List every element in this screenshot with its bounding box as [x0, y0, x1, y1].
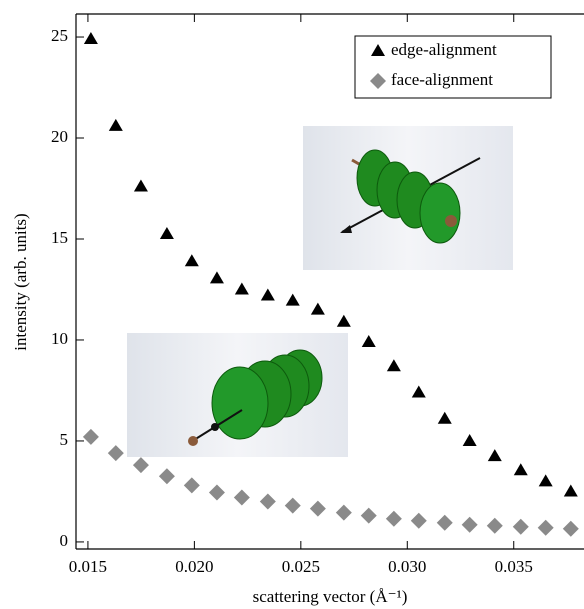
x-tick-label: 0.025 [282, 557, 320, 576]
y-tick-label: 10 [51, 329, 68, 348]
triangle-marker [209, 271, 224, 284]
triangle-marker [260, 288, 275, 301]
diamond-marker [259, 493, 276, 510]
triangle-marker [83, 32, 98, 45]
inset-edge [303, 126, 513, 270]
triangle-marker [462, 433, 477, 446]
y-tick-label: 5 [60, 430, 69, 449]
diamond-marker [132, 457, 149, 474]
x-tick-label: 0.030 [388, 557, 426, 576]
diamond-marker [410, 512, 427, 529]
x-axis-label: scattering vector (Å⁻¹) [253, 587, 408, 606]
triangle-marker [184, 254, 199, 267]
y-tick-label: 25 [51, 26, 68, 45]
inset-face [127, 333, 348, 457]
triangle-marker [108, 118, 123, 131]
diamond-marker [82, 428, 99, 445]
diamond-marker [335, 504, 352, 521]
triangle-marker [437, 411, 452, 424]
diamond-marker [562, 520, 579, 537]
diamond-marker [537, 519, 554, 536]
diamond-marker [486, 517, 503, 534]
triangle-marker [563, 484, 578, 497]
diamond-marker [461, 516, 478, 533]
legend [354, 35, 552, 99]
triangle-marker [133, 179, 148, 192]
legend-label: face-alignment [391, 70, 493, 89]
triangle-marker [487, 449, 502, 462]
legend-label: edge-alignment [391, 40, 497, 59]
diamond-marker [233, 489, 250, 506]
frame [75, 13, 584, 550]
triangle-marker [310, 302, 325, 315]
diamond-marker [385, 510, 402, 527]
triangle-marker [234, 282, 249, 295]
triangle-marker [336, 314, 351, 327]
diamond-marker [158, 468, 175, 485]
legend-marker [370, 73, 386, 89]
y-tick-label: 15 [51, 228, 68, 247]
diamond-marker [107, 445, 124, 462]
diamond-marker [183, 477, 200, 494]
diamond-marker [360, 507, 377, 524]
legend-marker [371, 44, 385, 56]
triangle-marker [513, 463, 528, 476]
y-tick-label: 20 [51, 127, 68, 146]
triangle-marker [285, 293, 300, 306]
triangle-marker [538, 474, 553, 487]
x-tick-label: 0.020 [175, 557, 213, 576]
triangle-marker [411, 385, 426, 398]
diamond-marker [208, 484, 225, 501]
x-tick-label: 0.015 [69, 557, 107, 576]
diamond-marker [284, 497, 301, 514]
x-tick-label: 0.035 [495, 557, 533, 576]
triangle-marker [386, 359, 401, 372]
y-tick-label: 0 [60, 531, 69, 550]
diamond-marker [436, 514, 453, 531]
y-axis-label: intensity (arb. units) [11, 213, 30, 350]
diamond-marker [309, 500, 326, 517]
triangle-marker [361, 334, 376, 347]
diamond-marker [512, 518, 529, 535]
triangle-marker [159, 226, 174, 239]
